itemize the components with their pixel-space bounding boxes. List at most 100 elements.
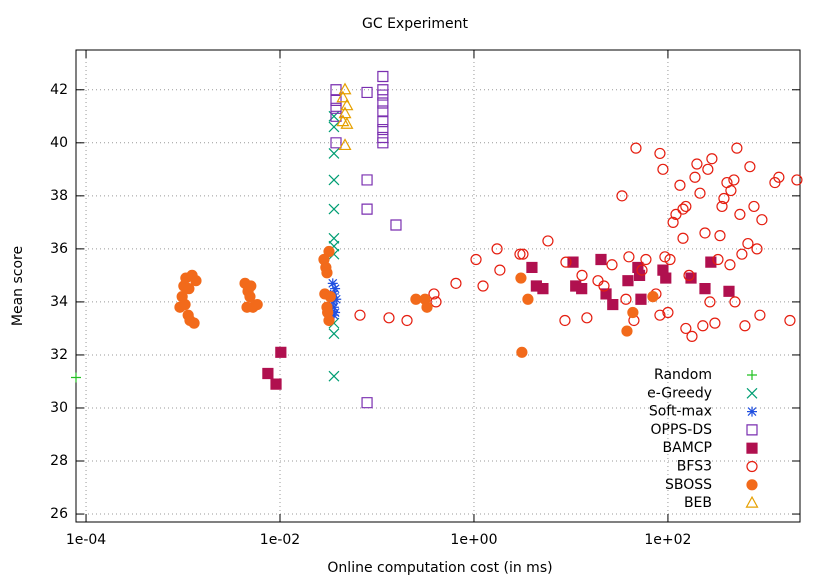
data-point [677, 232, 689, 244]
x-tick-label: 1e+02 [644, 532, 691, 548]
legend-marker [745, 495, 759, 508]
data-point [754, 309, 766, 321]
data-point [262, 367, 274, 380]
data-point [731, 142, 743, 154]
data-point [581, 312, 593, 324]
data-point [328, 232, 340, 244]
data-point [706, 153, 718, 165]
legend-marker [746, 479, 758, 491]
data-point [721, 177, 733, 189]
data-point [328, 203, 340, 215]
data-point [537, 283, 549, 295]
legend-label: Soft-max [649, 404, 712, 420]
data-point [728, 174, 740, 186]
data-point [748, 200, 760, 212]
data-point [390, 219, 402, 231]
data-point [659, 251, 671, 263]
data-point [328, 328, 340, 340]
y-tick-label: 38 [50, 188, 68, 204]
data-point [647, 291, 659, 303]
data-point [674, 179, 686, 191]
y-tick-label: 42 [50, 82, 68, 98]
data-point [739, 320, 751, 332]
data-point [709, 317, 721, 329]
y-tick-label: 36 [50, 241, 68, 257]
legend-marker [747, 406, 757, 417]
data-point [328, 121, 340, 133]
data-point [323, 246, 335, 258]
data-point [251, 299, 263, 311]
data-point [494, 264, 506, 276]
y-tick-label: 30 [50, 400, 68, 416]
data-point [662, 306, 674, 319]
data-point [330, 307, 341, 318]
y-tick-label: 32 [50, 347, 68, 363]
data-point [751, 243, 763, 255]
data-point [791, 174, 803, 186]
data-point [244, 291, 256, 303]
legend-label: BEB [684, 495, 712, 511]
data-point [354, 309, 366, 321]
data-point [542, 235, 554, 247]
data-point [623, 251, 635, 263]
data-point [697, 320, 709, 332]
data-point [338, 82, 352, 95]
data-point [725, 185, 737, 197]
legend-label: Random [654, 367, 712, 383]
data-point [328, 310, 339, 321]
data-point [702, 163, 714, 175]
data-point [514, 248, 526, 260]
data-point [336, 90, 350, 103]
data-point [773, 171, 785, 183]
data-point [517, 248, 529, 260]
data-point [680, 322, 692, 334]
data-point [361, 203, 373, 215]
data-point [620, 293, 632, 305]
data-point [635, 293, 647, 305]
data-point [660, 272, 672, 284]
data-point [327, 296, 338, 307]
y-tick-label: 40 [50, 135, 68, 151]
data-point [515, 272, 527, 284]
plot-frame [75, 49, 801, 523]
data-point [607, 298, 619, 311]
x-tick-label: 1e-04 [66, 532, 106, 548]
data-point [71, 372, 81, 383]
data-point [377, 105, 389, 117]
data-point [338, 106, 352, 119]
legend-label: OPPS-DS [650, 422, 712, 438]
x-axis-title: Online computation cost (in ms) [327, 560, 552, 576]
data-point [683, 269, 695, 281]
data-point [361, 86, 373, 99]
data-point [421, 301, 433, 313]
data-point [592, 275, 604, 287]
data-point [691, 158, 703, 170]
data-point [470, 253, 482, 266]
data-point [338, 138, 352, 151]
y-tick-label: 26 [50, 506, 68, 522]
data-point [576, 269, 588, 281]
data-point [340, 98, 354, 111]
data-point [245, 280, 257, 292]
data-point [622, 275, 634, 287]
data-point [724, 259, 736, 271]
x-tick-label: 1e-02 [260, 532, 300, 548]
chart-title: GC Experiment [362, 16, 468, 32]
data-point [275, 346, 287, 358]
data-point [324, 291, 336, 303]
data-point [640, 253, 652, 266]
data-point [477, 280, 489, 292]
y-axis-title: Mean score [10, 246, 26, 326]
legend-label: e-Greedy [647, 385, 712, 401]
data-point [680, 200, 692, 212]
legend-label: SBOSS [665, 477, 712, 493]
data-point [664, 253, 676, 266]
x-tick-label: 1e+00 [450, 532, 497, 548]
data-point [559, 314, 571, 326]
legend-marker [746, 424, 758, 436]
data-point [361, 174, 373, 186]
data-point [526, 261, 538, 274]
data-point [328, 174, 340, 186]
data-point [410, 293, 422, 305]
